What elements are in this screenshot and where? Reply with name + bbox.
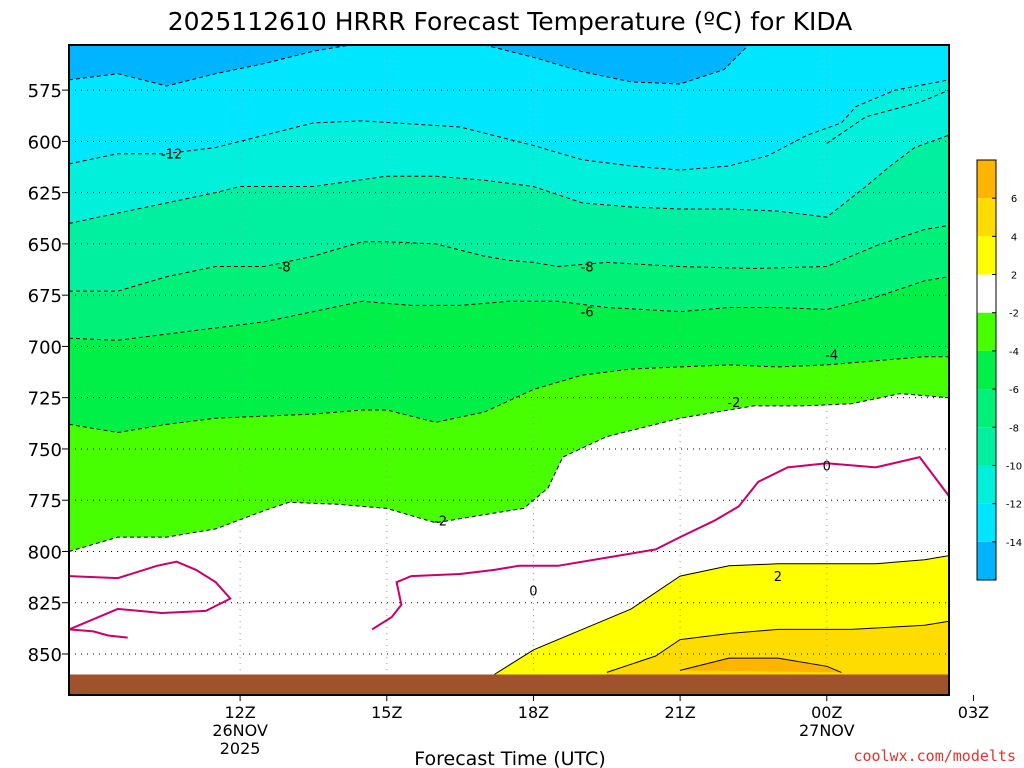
x-tick-label: 15Z — [371, 703, 402, 722]
isotherm-line — [69, 224, 949, 292]
isotherm-line — [69, 393, 949, 552]
colorbar-frame — [976, 159, 997, 581]
y-tick-label: 625 — [28, 184, 62, 205]
colorbar-swatch — [977, 541, 996, 580]
x-tick-label: 12Z — [224, 703, 255, 722]
colorbar-swatch — [977, 465, 996, 504]
y-tick-label: 775 — [28, 491, 62, 512]
ground-fill — [69, 674, 949, 695]
contour-label: 0 — [823, 459, 831, 474]
y-tick-label: 850 — [28, 645, 62, 666]
colorbar-swatch — [977, 389, 996, 428]
isotherm-line — [606, 620, 949, 673]
colorbar-label: -8 — [1009, 423, 1019, 434]
contour-label: -12 — [161, 148, 182, 163]
isotherm-line — [69, 276, 949, 341]
colorbar-label: -10 — [1006, 461, 1022, 472]
contour-label: -4 — [825, 349, 838, 364]
x-tick-label: 26NOV — [212, 721, 268, 740]
credit-link[interactable]: coolwx.com/modelts — [853, 747, 1016, 765]
colorbar-label: 2 — [1011, 271, 1017, 282]
isotherm-line — [69, 356, 949, 434]
isotherm-lines — [69, 45, 949, 675]
contour-label: 2 — [774, 570, 782, 585]
grid-lines — [69, 45, 949, 695]
ground-layer — [69, 674, 949, 695]
x-tick-label: 18Z — [518, 703, 549, 722]
isotherm-line — [679, 657, 842, 673]
colorbar-label: -12 — [1006, 500, 1022, 511]
isotherm-line — [484, 45, 749, 85]
fill-band-14 — [69, 45, 949, 171]
y-tick-label: 675 — [28, 286, 62, 307]
colorbar-swatch — [977, 312, 996, 351]
contour-label: 0 — [529, 584, 537, 599]
colorbar-legend: 6 4 2 -2 -4 -6 -8 -10 -12 -14 — [976, 159, 1022, 581]
y-tick-label: 750 — [28, 440, 62, 461]
colorbar-swatch — [977, 198, 996, 237]
plot-area: -12 -8 -8 -6 -4 -2 -2 0 0 2 — [69, 45, 949, 695]
x-tick-label: 21Z — [664, 703, 695, 722]
x-tick-label: 2025 — [220, 739, 261, 758]
x-axis-label: Forecast Time (UTC) — [414, 748, 605, 768]
isotherm-line — [69, 560, 232, 631]
isotherm-line — [69, 628, 128, 639]
colorbar-swatch — [977, 350, 996, 390]
contour-label: -2 — [727, 396, 740, 411]
contour-label: -6 — [581, 306, 594, 321]
colorbar-label: 6 — [1011, 194, 1017, 205]
fill-band-6 — [69, 276, 949, 433]
y-tick-label: 650 — [28, 235, 62, 256]
y-tick-label: 575 — [28, 81, 62, 102]
colorbar-swatch — [977, 236, 996, 275]
isotherm-line — [494, 555, 949, 675]
colorbar-label: -14 — [1006, 538, 1022, 549]
y-tick-label: 800 — [28, 542, 62, 563]
isotherm-line — [69, 134, 949, 224]
colorbar-label: -6 — [1009, 385, 1019, 396]
contour-label: -2 — [434, 515, 447, 530]
fill-band-p6 — [680, 658, 842, 673]
y-tick-label: 725 — [28, 389, 62, 410]
y-tick-label: 600 — [28, 132, 62, 153]
colorbar-swatch — [977, 274, 996, 313]
plot-frame — [68, 44, 950, 696]
contour-label: -8 — [581, 260, 594, 275]
y-tick-label: 700 — [28, 337, 62, 358]
x-tick-label: 03Z — [958, 703, 989, 722]
contour-labels: -12 -8 -8 -6 -4 -2 -2 0 0 2 — [161, 148, 838, 600]
fill-band-8 — [69, 225, 949, 341]
x-tick-label: 00Z — [811, 703, 842, 722]
y-tick-label: 825 — [28, 594, 62, 615]
fill-band-12 — [69, 79, 949, 224]
colorbar-label: -4 — [1009, 347, 1019, 358]
chart-title: 2025112610 HRRR Forecast Temperature (ºC… — [168, 7, 853, 36]
colorbar-swatch — [977, 427, 996, 466]
temperature-fill-bands — [69, 45, 949, 695]
colorbar-label: 4 — [1011, 232, 1017, 243]
fill-band-10 — [69, 135, 949, 292]
x-tick-label: 27NOV — [799, 721, 855, 740]
isotherm-line — [371, 455, 949, 631]
isotherm-line — [69, 79, 949, 171]
isotherm-line — [69, 45, 485, 87]
pressure-axis: 575 600 625 650 675 700 725 750 775 800 825 850 — [28, 81, 69, 666]
isotherm-line — [826, 89, 949, 144]
colorbar-swatch — [977, 503, 996, 542]
fill-band-4 — [69, 356, 949, 552]
fill-band-cold-top — [69, 45, 949, 86]
colorbar-label: -2 — [1009, 309, 1019, 320]
contour-label: -8 — [278, 260, 291, 275]
colorbar-swatch — [977, 160, 996, 199]
